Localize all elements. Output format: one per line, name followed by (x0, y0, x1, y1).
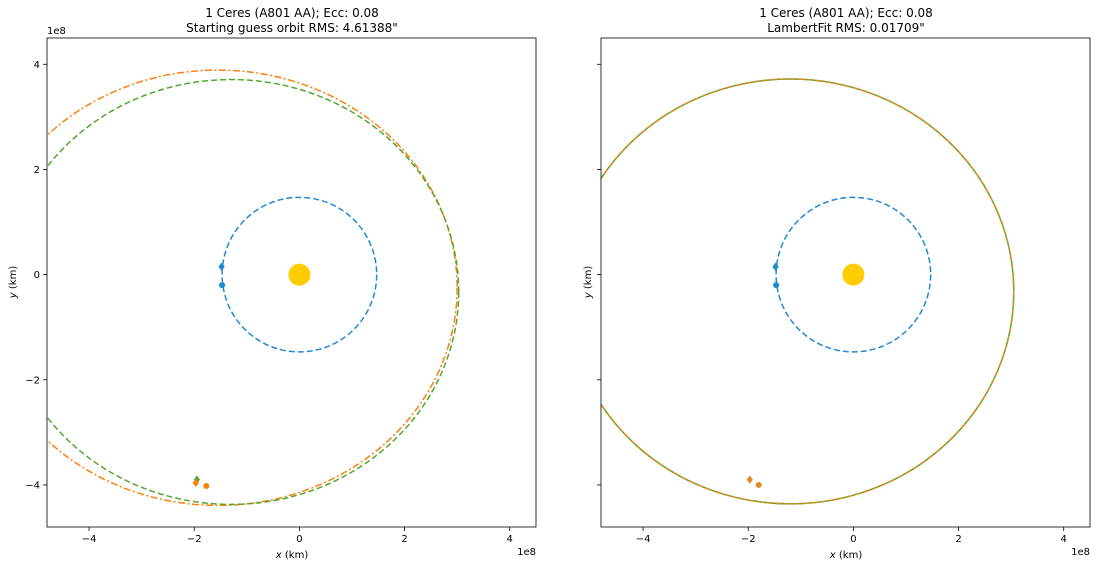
panel-title-line1: 1 Ceres (A801 AA); Ecc: 0.08 (759, 6, 933, 20)
x-axis-var: x (275, 550, 282, 561)
x-tick-label: −2 (741, 534, 756, 545)
position-marker-circle (773, 282, 780, 289)
tick-group: −4 −2 0 2 4 (597, 63, 1067, 545)
x-offset-label: 1e8 (517, 547, 536, 558)
y-axis-var: y (583, 291, 594, 299)
x-tick-label: 4 (1061, 534, 1067, 545)
panel-title-line1: 1 Ceres (A801 AA); Ecc: 0.08 (205, 6, 379, 20)
position-marker-diamond (746, 475, 753, 484)
y-tick-label: −2 (25, 375, 40, 386)
x-axis-var: x (829, 550, 836, 561)
orbit-0 (775, 196, 932, 353)
axes-frame (600, 37, 1091, 528)
x-tick-label: 4 (507, 534, 513, 545)
x-axis-unit: (km) (836, 550, 863, 561)
y-tick-label: 0 (34, 270, 40, 281)
position-marker-diamond (218, 262, 225, 271)
y-tick-label: −4 (25, 480, 40, 491)
x-offset-label: 1e8 (1071, 547, 1090, 558)
sun-marker (842, 263, 865, 286)
x-tick-label: −4 (636, 534, 651, 545)
y-axis-label: y (km) (583, 266, 594, 300)
y-tick-label: 4 (34, 60, 40, 71)
x-tick-label: 0 (850, 534, 856, 545)
position-marker-circle (219, 282, 226, 289)
x-axis-label: x (km) (275, 550, 309, 561)
x-tick-label: 2 (955, 534, 961, 545)
panel-left: 1 Ceres (A801 AA); Ecc: 0.08 Starting gu… (8, 6, 537, 561)
position-marker-diamond (772, 262, 779, 271)
orbit-0 (221, 196, 378, 353)
panel-title-line2: Starting guess orbit RMS: 4.61388" (186, 21, 398, 35)
tick-group: −4 −2 0 2 4 −4 −2 0 2 4 (25, 60, 513, 545)
x-tick-label: −2 (187, 534, 202, 545)
orbit-1 (601, 78, 1015, 505)
x-tick-label: 2 (401, 534, 407, 545)
orbit-2 (47, 78, 460, 506)
position-marker-diamond (192, 478, 199, 488)
sun-marker (288, 263, 311, 286)
y-axis-unit: (km) (583, 266, 594, 293)
position-marker-circle (203, 482, 210, 489)
y-axis-var: y (8, 291, 19, 299)
panel-title-line2: LambertFit RMS: 0.01709" (767, 21, 925, 35)
axes-frame (46, 37, 537, 528)
position-marker-circle (755, 481, 762, 488)
x-tick-label: −4 (82, 534, 97, 545)
x-axis-unit: (km) (282, 550, 309, 561)
y-axis-unit: (km) (8, 266, 19, 293)
orbit-2 (601, 78, 1015, 505)
orbit-1 (47, 69, 458, 507)
y-offset-label: 1e8 (47, 26, 66, 37)
y-axis-label: y (km) (8, 266, 19, 300)
x-tick-label: 0 (296, 534, 302, 545)
y-tick-label: 2 (34, 165, 40, 176)
panel-right: 1 Ceres (A801 AA); Ecc: 0.08 LambertFit … (583, 6, 1091, 561)
plot-area (601, 78, 1015, 505)
plot-area (47, 69, 460, 507)
x-axis-label: x (km) (829, 550, 863, 561)
